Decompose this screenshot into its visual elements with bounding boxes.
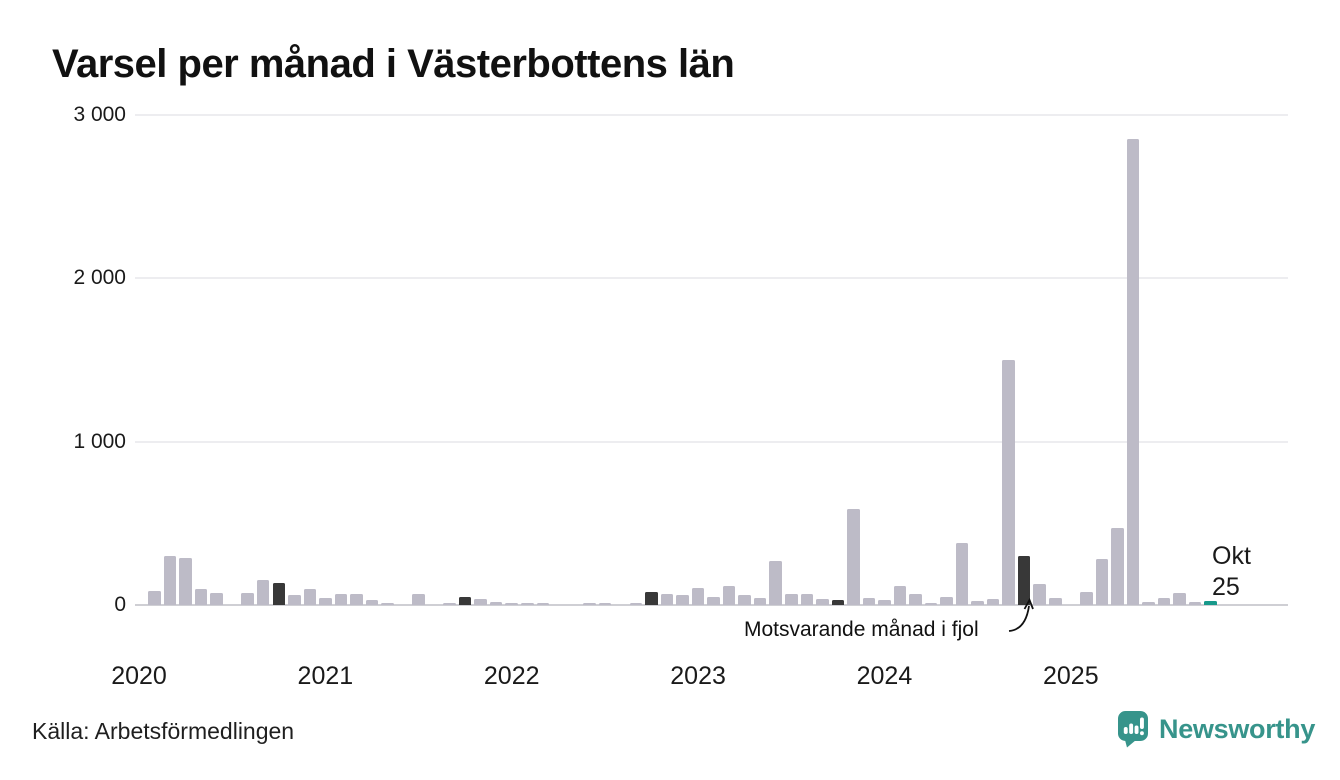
annotation-arrow-icon	[1008, 598, 1034, 632]
bar-apr-2021	[365, 600, 379, 605]
bar-okt-2020	[272, 583, 286, 605]
bar-dec-2024	[1049, 598, 1062, 605]
bar-jun-2024	[955, 543, 969, 605]
bar-jan-2023	[691, 588, 705, 605]
bar-feb-2023	[707, 597, 720, 605]
bar-jul-2025	[1157, 598, 1171, 605]
bar-jul-2024	[971, 601, 984, 605]
source-text: Källa: Arbetsförmedlingen	[32, 718, 295, 744]
bar-nov-2024	[1033, 584, 1046, 605]
bar-feb-2021	[334, 594, 348, 605]
bar-aug-2024	[986, 599, 1000, 605]
bar-dec-2020	[303, 589, 317, 605]
bar-okt-2025	[1204, 601, 1217, 605]
bar-jan-2022	[505, 603, 518, 605]
latest-point-label-month: Okt	[1212, 542, 1251, 570]
bar-dec-2021	[489, 602, 503, 605]
bar-feb-2020	[148, 591, 161, 605]
lastyear-annotation-label: Motsvarande månad i fjol	[744, 618, 979, 641]
bar-jun-2025	[1142, 602, 1155, 605]
gridline-y-2000	[135, 277, 1288, 279]
y-axis-tick-label: 1 000	[73, 429, 126, 453]
newsworthy-logo[interactable]: Newsworthy	[1117, 710, 1315, 748]
bar-jun-2023	[769, 561, 782, 605]
bar-apr-2025	[1111, 528, 1124, 605]
bar-sep-2023	[816, 599, 829, 605]
bar-okt-2024	[1017, 556, 1031, 605]
bar-jun-2022	[583, 603, 596, 605]
bar-okt-2022	[645, 592, 658, 605]
bar-sep-2025	[1188, 602, 1202, 605]
latest-point-label: Okt 25	[1212, 541, 1251, 603]
y-axis-tick-label: 0	[114, 593, 126, 616]
bar-dec-2022	[676, 595, 689, 605]
bar-sep-2020	[256, 580, 270, 605]
gridline-y-3000	[135, 113, 1288, 116]
bar-mar-2025	[1095, 559, 1109, 605]
gridline-y-1000	[135, 440, 1288, 443]
bar-okt-2023	[831, 600, 845, 605]
bar-aug-2025	[1173, 593, 1186, 605]
bar-maj-2024	[940, 597, 953, 605]
bar-feb-2025	[1080, 592, 1093, 605]
bar-mar-2024	[909, 594, 922, 605]
bar-apr-2023	[738, 595, 751, 605]
bar-aug-2023	[800, 594, 814, 605]
bar-jan-2024	[878, 600, 891, 605]
x-axis-year-label-2020: 2020	[111, 662, 167, 690]
x-axis-year-label-2022: 2022	[483, 662, 540, 690]
bar-jun-2020	[210, 593, 223, 605]
latest-point-label-year: 25	[1212, 573, 1240, 601]
x-axis-year-label-2025: 2025	[1042, 662, 1099, 690]
bar-nov-2022	[660, 594, 674, 605]
bar-jul-2021	[412, 594, 425, 605]
bar-mar-2022	[536, 603, 550, 605]
gridline-y-0	[135, 604, 1288, 606]
bar-nov-2020	[288, 595, 301, 605]
chart-title: Varsel per månad i Västerbottens län	[52, 42, 735, 86]
bar-maj-2021	[381, 603, 394, 605]
bar-apr-2024	[924, 603, 938, 605]
bar-dec-2023	[862, 598, 876, 605]
bar-nov-2021	[474, 599, 487, 605]
bar-mar-2020	[163, 556, 177, 605]
x-axis-year-label-2024: 2024	[856, 662, 913, 690]
bar-okt-2021	[458, 597, 472, 605]
x-axis-year-label-2021: 2021	[297, 662, 354, 690]
bar-sep-2021	[443, 603, 456, 605]
bar-maj-2025	[1126, 139, 1140, 605]
y-axis-tick-label: 2 000	[73, 266, 126, 289]
bar-feb-2022	[521, 603, 534, 605]
bar-feb-2024	[893, 586, 907, 605]
bar-apr-2020	[179, 558, 192, 605]
bar-mar-2021	[350, 594, 363, 605]
bar-maj-2020	[194, 589, 208, 605]
bar-sep-2022	[629, 603, 643, 605]
newsworthy-logo-text: Newsworthy	[1159, 713, 1316, 744]
bar-jan-2021	[319, 598, 332, 605]
x-axis-year-label-2023: 2023	[670, 662, 726, 690]
bar-aug-2020	[241, 593, 254, 605]
bar-sep-2024	[1002, 360, 1015, 605]
bar-nov-2023	[847, 509, 860, 605]
y-axis-tick-label: 3 000	[73, 102, 126, 126]
bar-jul-2022	[598, 603, 612, 605]
bar-maj-2023	[753, 598, 767, 605]
bar-mar-2023	[722, 586, 736, 605]
newsworthy-logo-icon	[1118, 711, 1148, 748]
bar-jul-2023	[785, 594, 798, 605]
